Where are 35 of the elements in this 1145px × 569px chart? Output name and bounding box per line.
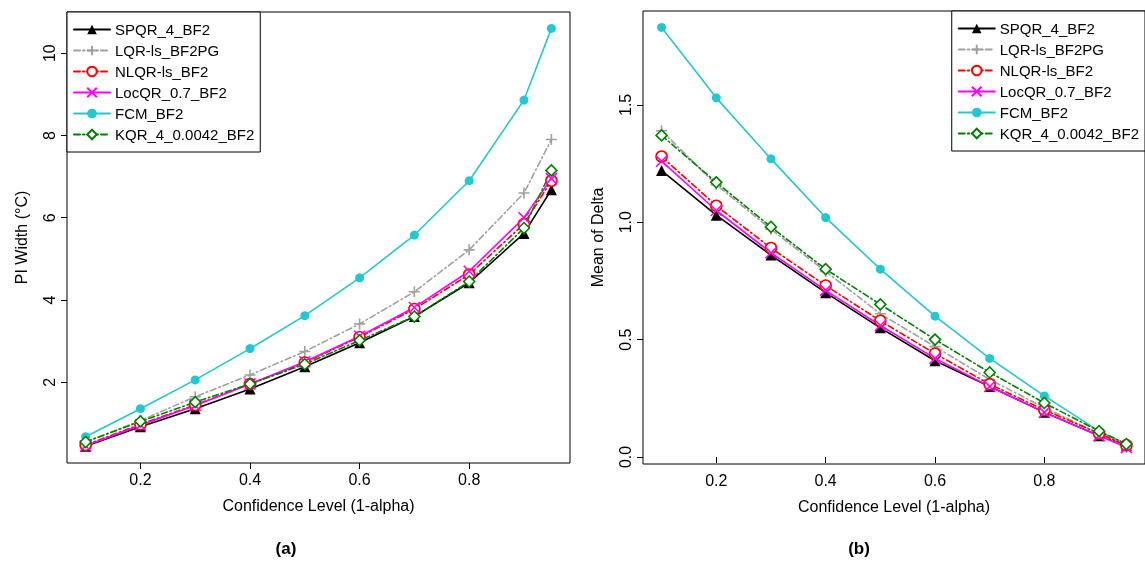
y-tick-label: 4 <box>40 295 58 305</box>
y-tick-label: 0.0 <box>616 445 634 469</box>
legend-label: NLQR-ls_BF2 <box>115 63 209 80</box>
text: (b) <box>848 539 870 558</box>
legend-label: LQR-ls_BF2PG <box>115 42 220 59</box>
x-axis-title: Confidence Level (1-alpha) <box>222 496 415 514</box>
y-tick-label: 6 <box>40 213 58 223</box>
x-axis-title: Confidence Level (1-alpha) <box>797 497 991 515</box>
text: (a) <box>275 539 297 558</box>
y-tick-label: 0.5 <box>616 328 634 351</box>
legend-label: KQR_4_0.0042_BF2 <box>115 126 255 143</box>
x-tick-label: 0.2 <box>129 470 152 488</box>
y-axis-title: PI Width (°C) <box>12 190 30 285</box>
legend-label: LocQR_0.7_BF2 <box>115 84 227 101</box>
y-tick-label: 10 <box>40 44 58 63</box>
legend-label: FCM_BF2 <box>999 104 1069 121</box>
legend-label: LQR-ls_BF2PG <box>999 41 1104 58</box>
x-tick-label: 0.8 <box>1033 471 1056 489</box>
legend-label: SPQR_4_BF2 <box>115 21 211 38</box>
legend-label: KQR_4_0.0042_BF2 <box>999 125 1139 142</box>
legend-label: NLQR-ls_BF2 <box>999 62 1094 79</box>
y-tick-label: 1.5 <box>616 93 634 117</box>
y-axis-title: Mean of Delta <box>588 187 606 288</box>
x-tick-label: 0.4 <box>238 470 262 488</box>
legend-label: FCM_BF2 <box>115 105 184 122</box>
legend-label: SPQR_4_BF2 <box>999 20 1095 37</box>
y-tick-label: 1.0 <box>616 211 634 234</box>
y-tick-label: 8 <box>40 130 58 140</box>
x-tick-label: 0.2 <box>705 471 728 489</box>
x-tick-label: 0.4 <box>814 471 837 489</box>
y-tick-label: 2 <box>40 377 58 387</box>
x-tick-label: 0.6 <box>923 471 947 489</box>
x-tick-label: 0.8 <box>458 470 481 488</box>
x-tick-label: 0.6 <box>348 470 371 488</box>
legend-label: LocQR_0.7_BF2 <box>999 83 1112 100</box>
